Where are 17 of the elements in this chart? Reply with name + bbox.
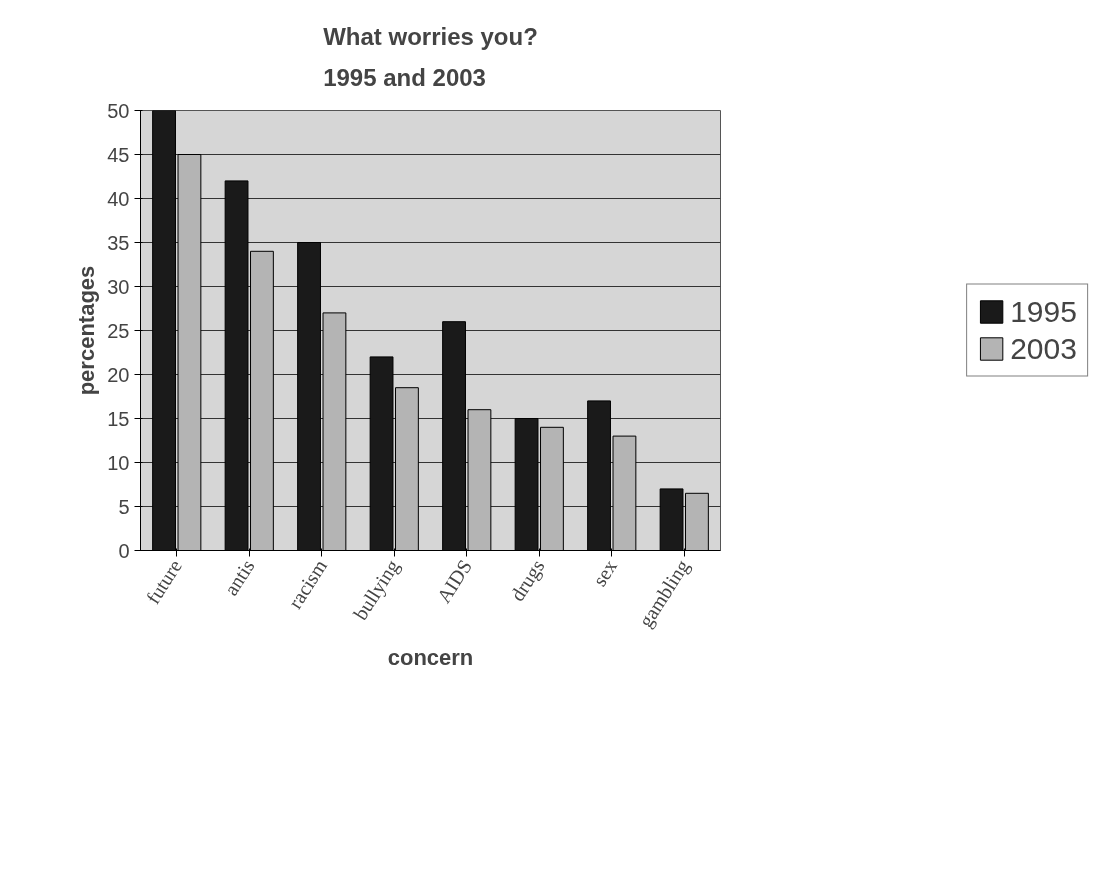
legend-label: 2003 bbox=[1010, 331, 1077, 366]
y-tick-label: 20 bbox=[107, 363, 130, 386]
x-axis-title: concern bbox=[387, 644, 474, 670]
y-tick-label: 10 bbox=[107, 451, 130, 474]
y-tick-label: 0 bbox=[118, 539, 130, 562]
chart-title: What worries you? 1995 and 2003 bbox=[323, 23, 538, 91]
y-tick-label: 30 bbox=[107, 275, 130, 298]
legend-label: 1995 bbox=[1010, 294, 1077, 329]
y-tick-label: 15 bbox=[107, 407, 130, 430]
y-tick-label: 40 bbox=[107, 187, 130, 210]
y-axis-title: percentages bbox=[74, 265, 100, 396]
y-tick-label: 50 bbox=[107, 99, 130, 122]
y-tick-label: 5 bbox=[118, 495, 130, 518]
y-tick-label: 45 bbox=[107, 143, 130, 166]
x-tick-label: sex bbox=[588, 555, 622, 590]
y-tick-label: 25 bbox=[107, 319, 130, 342]
y-tick-label: 35 bbox=[107, 231, 130, 254]
